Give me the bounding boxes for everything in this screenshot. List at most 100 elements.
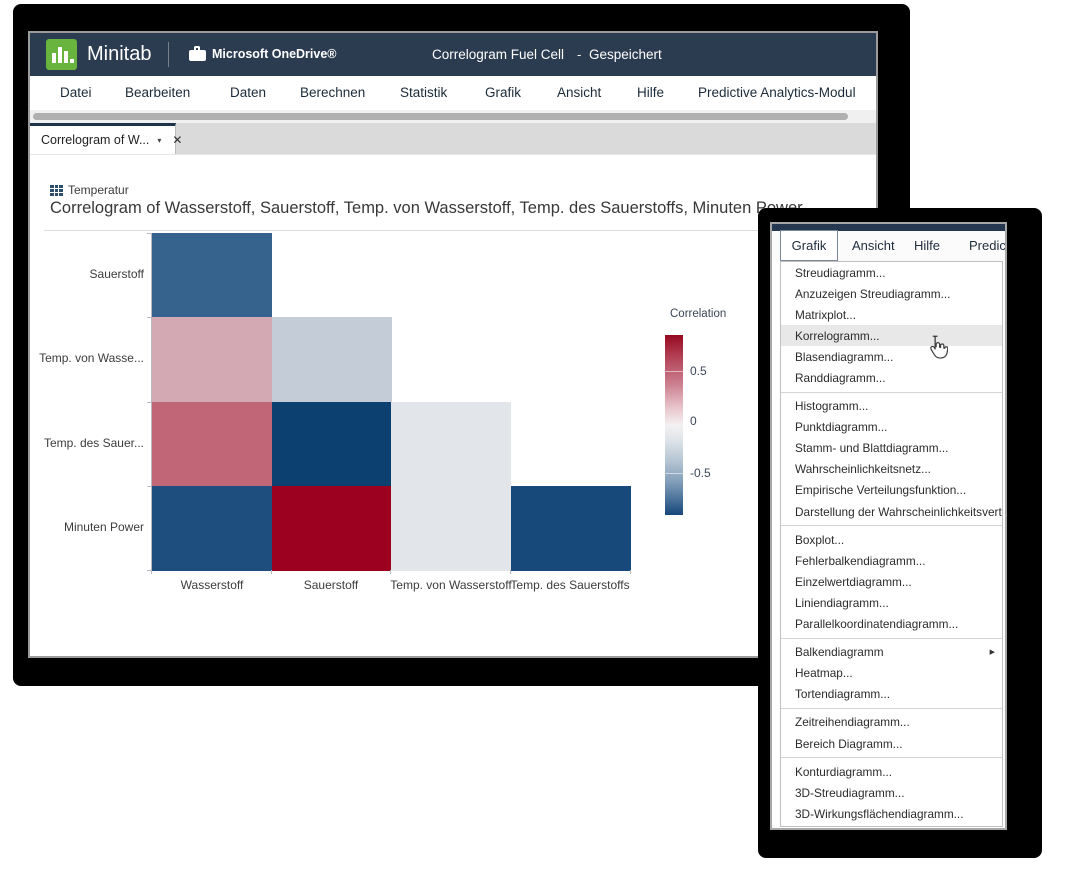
x-axis-label-sauerstoff: Sauerstoff: [303, 578, 359, 592]
x-axis-label-temp-von-wasserstoff: Temp. von Wasserstoff: [390, 578, 512, 592]
heatmap-cell-sauerstoff-wasserstoff: [152, 233, 272, 318]
menu-ansicht[interactable]: Ansicht: [557, 85, 602, 100]
menu-item-label: Punktdiagramm...: [795, 420, 888, 435]
menu-predictive-analytics-modul[interactable]: Predictive Analytics-Modul: [698, 85, 856, 100]
onedrive-icon: [189, 46, 206, 61]
main-menubar: Datei Bearbeiten Daten Berechnen Statistik Gr…: [30, 76, 876, 110]
menu-item-label: Randdiagramm...: [795, 371, 886, 386]
x-axis-tick: [271, 570, 272, 574]
heatmap-cell-temp-des-sauer-sauerstoff: [271, 401, 392, 487]
overlay-menu-ansicht[interactable]: Ansicht: [852, 238, 895, 253]
menu-item-punktdiagramm[interactable]: Punktdiagramm...: [781, 417, 1002, 438]
menu-item-tortendiagramm[interactable]: Tortendiagramm...: [781, 684, 1002, 705]
tab-correlogram[interactable]: Correlogram of W... ▾ ✕: [30, 123, 182, 154]
menu-item-label: Empirische Verteilungsfunktion...: [795, 483, 967, 498]
menu-item-label: Balkendiagramm: [795, 645, 884, 660]
menu-item-histogramm[interactable]: Histogramm...: [781, 396, 1002, 417]
menu-item-label: Blasendiagramm...: [795, 349, 894, 364]
worksheet-grid-icon: [50, 184, 63, 196]
menu-item-label: Zeitreihendiagramm...: [795, 715, 910, 730]
heatmap-cell-minuten-power-wasserstoff: [152, 485, 272, 571]
menu-item-label: Streudiagramm...: [795, 265, 886, 280]
y-axis-tick: [147, 486, 151, 487]
worksheet-name: Temperatur: [68, 183, 129, 197]
x-axis-label-wasserstoff: Wasserstoff: [180, 578, 244, 592]
menu-item-wahrscheinlichkeitsnetz[interactable]: Wahrscheinlichkeitsnetz...: [781, 459, 1002, 480]
menu-item-label: Matrixplot...: [795, 307, 856, 322]
menu-item-bereich-diagramm[interactable]: Bereich Diagramm...: [781, 733, 1002, 754]
grafik-dropdown-menu: Streudiagramm... Anzuzeigen Streudiagramm…: [780, 261, 1003, 827]
menu-item-stamm-und-blattdiagramm[interactable]: Stamm- und Blattdiagramm...: [781, 438, 1002, 459]
menu-item-empirische-verteilungsfunktion[interactable]: Empirische Verteilungsfunktion...: [781, 480, 1002, 501]
minitab-logo-icon: [46, 39, 77, 70]
overlay-menu-predictiv[interactable]: Predictiv: [969, 238, 1006, 253]
menu-separator: [781, 525, 1002, 527]
menu-item-label: Anzuzeigen Streudiagramm...: [795, 286, 951, 301]
menu-item-blasendiagramm[interactable]: Blasendiagramm...: [781, 346, 1002, 367]
menu-item-3d-streudiagramm[interactable]: 3D-Streudiagramm...: [781, 782, 1002, 803]
header-divider: [168, 42, 169, 67]
heatmap-cell-temp-des-sauer-temp-von-wasserstoff: [391, 401, 511, 487]
y-axis-label-sauerstoff: Sauerstoff: [89, 267, 144, 281]
menu-bearbeiten[interactable]: Bearbeiten: [125, 85, 191, 100]
document-title[interactable]: Correlogram Fuel Cell: [432, 47, 565, 62]
menu-berechnen[interactable]: Berechnen: [300, 85, 366, 100]
document-title-separator: -: [577, 47, 582, 62]
x-axis-tick: [390, 570, 391, 574]
hand-cursor-icon: [930, 335, 948, 359]
menu-item-label: Darstellung der Wahrscheinlichkeitsverte…: [795, 504, 1002, 519]
horizontal-scrollbar[interactable]: [30, 110, 876, 123]
heatmap-cell-minuten-power-temp-von-wasserstoff: [391, 485, 511, 571]
minitab-main-window: Minitab Microsoft OneDrive® Correlogram …: [28, 31, 878, 658]
menu-item-streudiagramm[interactable]: Streudiagramm...: [781, 262, 1002, 283]
menu-item-konturdiagramm[interactable]: Konturdiagramm...: [781, 761, 1002, 782]
legend-tick-0: 0: [690, 414, 697, 428]
x-axis-tick: [151, 570, 152, 574]
menu-item-liniendiagramm[interactable]: Liniendiagramm...: [781, 592, 1002, 613]
overlay-menubar: Grafik Ansicht Hilfe Predictiv: [772, 230, 1006, 261]
menu-item-label: Korrelogramm...: [795, 328, 880, 343]
menu-item-label: Tortendiagramm...: [795, 687, 891, 702]
menu-item-label: Heatmap...: [795, 666, 853, 681]
heatmap-cell-temp-von-wasse-wasserstoff: [152, 317, 272, 402]
storage-provider-label[interactable]: Microsoft OneDrive®: [212, 47, 337, 61]
menu-grafik[interactable]: Grafik: [485, 85, 522, 100]
menu-item-parallelkoordinatendiagramm[interactable]: Parallelkoordinatendiagramm...: [781, 614, 1002, 635]
legend-tick-0-5: 0.5: [690, 364, 707, 378]
menu-item-anzuzeigen-streudiagramm[interactable]: Anzuzeigen Streudiagramm...: [781, 283, 1002, 304]
menu-item-label: Wahrscheinlichkeitsnetz...: [795, 462, 931, 477]
menu-item-matrixplot[interactable]: Matrixplot...: [781, 304, 1002, 325]
x-axis-tick: [510, 570, 511, 574]
y-axis-label-temp-von-wasse: Temp. von Wasse...: [39, 351, 144, 365]
correlogram-heatmap: [152, 233, 631, 571]
brand-name: Minitab: [87, 43, 152, 65]
menu-item-fehlerbalkendiagramm[interactable]: Fehlerbalkendiagramm...: [781, 550, 1002, 571]
menu-item-balkendiagramm[interactable]: Balkendiagramm ▶: [781, 642, 1002, 663]
heatmap-cell-temp-von-wasse-sauerstoff: [271, 317, 392, 402]
menu-item-einzelwertdiagramm[interactable]: Einzelwertdiagramm...: [781, 571, 1002, 592]
legend-gradient-bar: [665, 335, 683, 515]
menu-item-label: Einzelwertdiagramm...: [795, 574, 912, 589]
menu-grafik-active[interactable]: Grafik: [780, 230, 838, 261]
worksheet-row: Temperatur: [50, 183, 129, 197]
menu-statistik[interactable]: Statistik: [400, 85, 448, 100]
menu-datei[interactable]: Datei: [60, 85, 92, 100]
heatmap-cell-minuten-power-sauerstoff: [271, 485, 392, 571]
menu-item-zeitreihendiagramm[interactable]: Zeitreihendiagramm...: [781, 712, 1002, 733]
tab-dropdown-caret-icon[interactable]: ▾: [157, 135, 162, 145]
menu-item-heatmap[interactable]: Heatmap...: [781, 663, 1002, 684]
menu-item-boxplot[interactable]: Boxplot...: [781, 529, 1002, 550]
x-axis-line: [147, 570, 631, 571]
menu-hilfe[interactable]: Hilfe: [637, 85, 665, 100]
x-axis-tick: [630, 570, 631, 574]
overlay-menu-hilfe[interactable]: Hilfe: [914, 238, 941, 253]
menu-item-korrelogramm[interactable]: Korrelogramm...: [781, 325, 1002, 347]
menu-item-darstellung-der-wahrscheinlichkeitsverteilung[interactable]: Darstellung der Wahrscheinlichkeitsverte…: [781, 501, 1002, 522]
menu-daten[interactable]: Daten: [230, 85, 267, 100]
menu-item-3d-wirkungsfl-chendiagramm[interactable]: 3D-Wirkungsflächendiagramm...: [781, 803, 1002, 824]
horizontal-scrollbar-thumb[interactable]: [33, 113, 848, 120]
overlay-header-strip: [772, 224, 1005, 231]
tab-close-icon[interactable]: ✕: [172, 133, 183, 147]
menu-item-randdiagramm[interactable]: Randdiagramm...: [781, 367, 1002, 388]
y-axis-tick: [147, 570, 151, 571]
